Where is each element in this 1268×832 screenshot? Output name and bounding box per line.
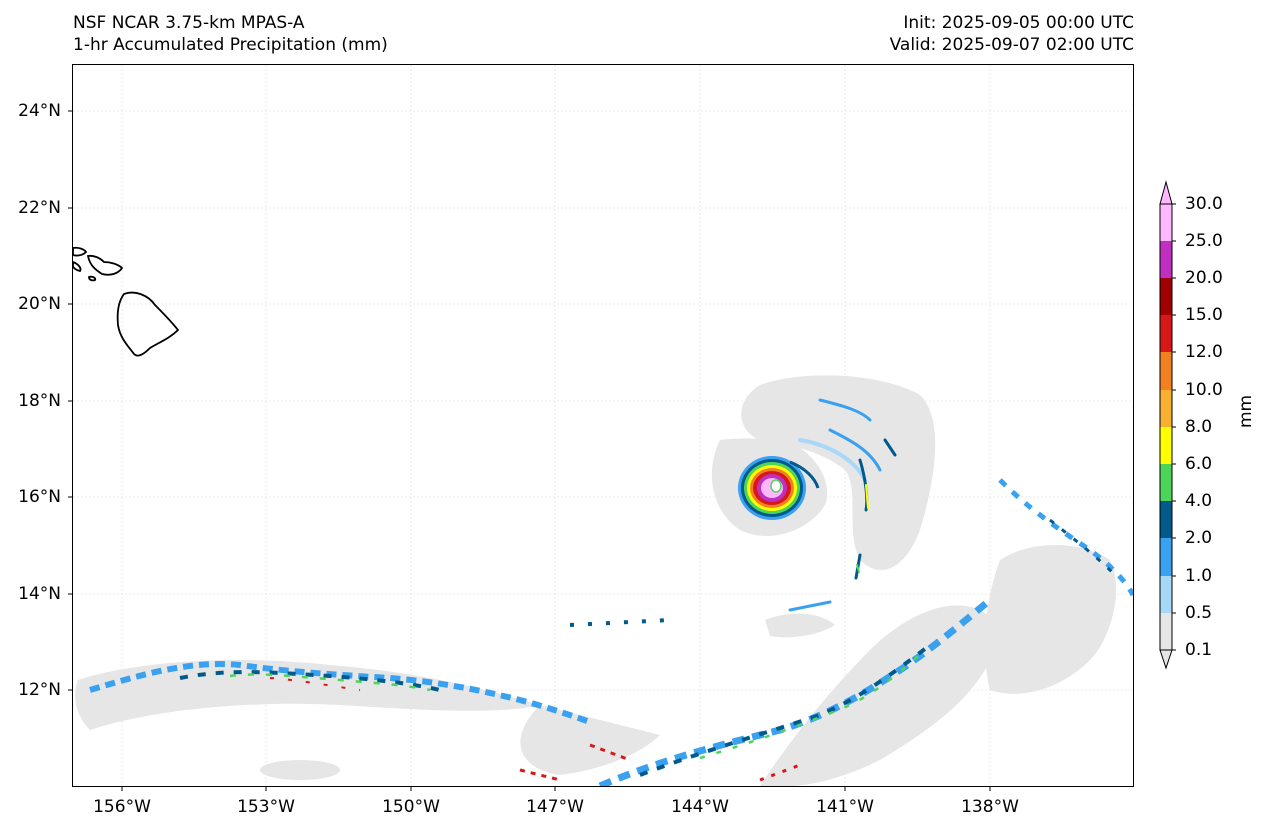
colorbar-unit: mm <box>1236 394 1256 428</box>
colorbar-level-11: 25.0 <box>1185 231 1223 251</box>
init-time: Init: 2025-09-05 00:00 UTC <box>903 13 1134 33</box>
colorbar-level-1: 0.5 <box>1185 603 1213 623</box>
colorbar <box>1159 180 1176 670</box>
colorbar-level-8: 12.0 <box>1185 342 1223 362</box>
light-rain-areas <box>75 375 1117 786</box>
rainbands <box>788 398 897 612</box>
hawaii-coastline <box>73 246 180 357</box>
colorbar-level-2: 1.0 <box>1185 566 1213 586</box>
lat-label-24n: 24°N <box>18 101 61 121</box>
colorbar-level-0: 0.1 <box>1185 640 1213 660</box>
title-right: Init: 2025-09-05 00:00 UTC Valid: 2025-0… <box>890 12 1134 56</box>
lat-label-16n: 16°N <box>18 487 61 507</box>
field-name: 1-hr Accumulated Precipitation (mm) <box>73 35 388 55</box>
colorbar-level-6: 8.0 <box>1185 417 1213 437</box>
lat-label-18n: 18°N <box>18 391 61 411</box>
axis-ticks <box>68 110 991 791</box>
colorbar-level-12: 30.0 <box>1185 194 1223 214</box>
colorbar-level-7: 10.0 <box>1185 380 1223 400</box>
lon-label-144w: 144°W <box>671 797 729 817</box>
lon-label-147w: 147°W <box>526 797 584 817</box>
title-left: NSF NCAR 3.75-km MPAS-A 1-hr Accumulated… <box>73 12 388 56</box>
colorbar-level-5: 6.0 <box>1185 454 1213 474</box>
lon-label-156w: 156°W <box>93 797 151 817</box>
lat-label-22n: 22°N <box>18 198 61 218</box>
colorbar-level-4: 4.0 <box>1185 491 1213 511</box>
hurricane-core <box>738 456 820 520</box>
lat-label-12n: 12°N <box>18 680 61 700</box>
lon-label-138w: 138°W <box>961 797 1019 817</box>
lon-label-141w: 141°W <box>816 797 874 817</box>
lon-label-150w: 150°W <box>382 797 440 817</box>
lat-label-14n: 14°N <box>18 584 61 604</box>
lon-label-153w: 153°W <box>237 797 295 817</box>
itcz-convection <box>89 478 1133 786</box>
colorbar-level-9: 15.0 <box>1185 305 1223 325</box>
model-name: NSF NCAR 3.75-km MPAS-A <box>73 13 305 33</box>
valid-time: Valid: 2025-09-07 02:00 UTC <box>889 35 1134 55</box>
lat-label-20n: 20°N <box>18 294 61 314</box>
colorbar-level-3: 2.0 <box>1185 528 1213 548</box>
colorbar-level-10: 20.0 <box>1185 268 1223 288</box>
